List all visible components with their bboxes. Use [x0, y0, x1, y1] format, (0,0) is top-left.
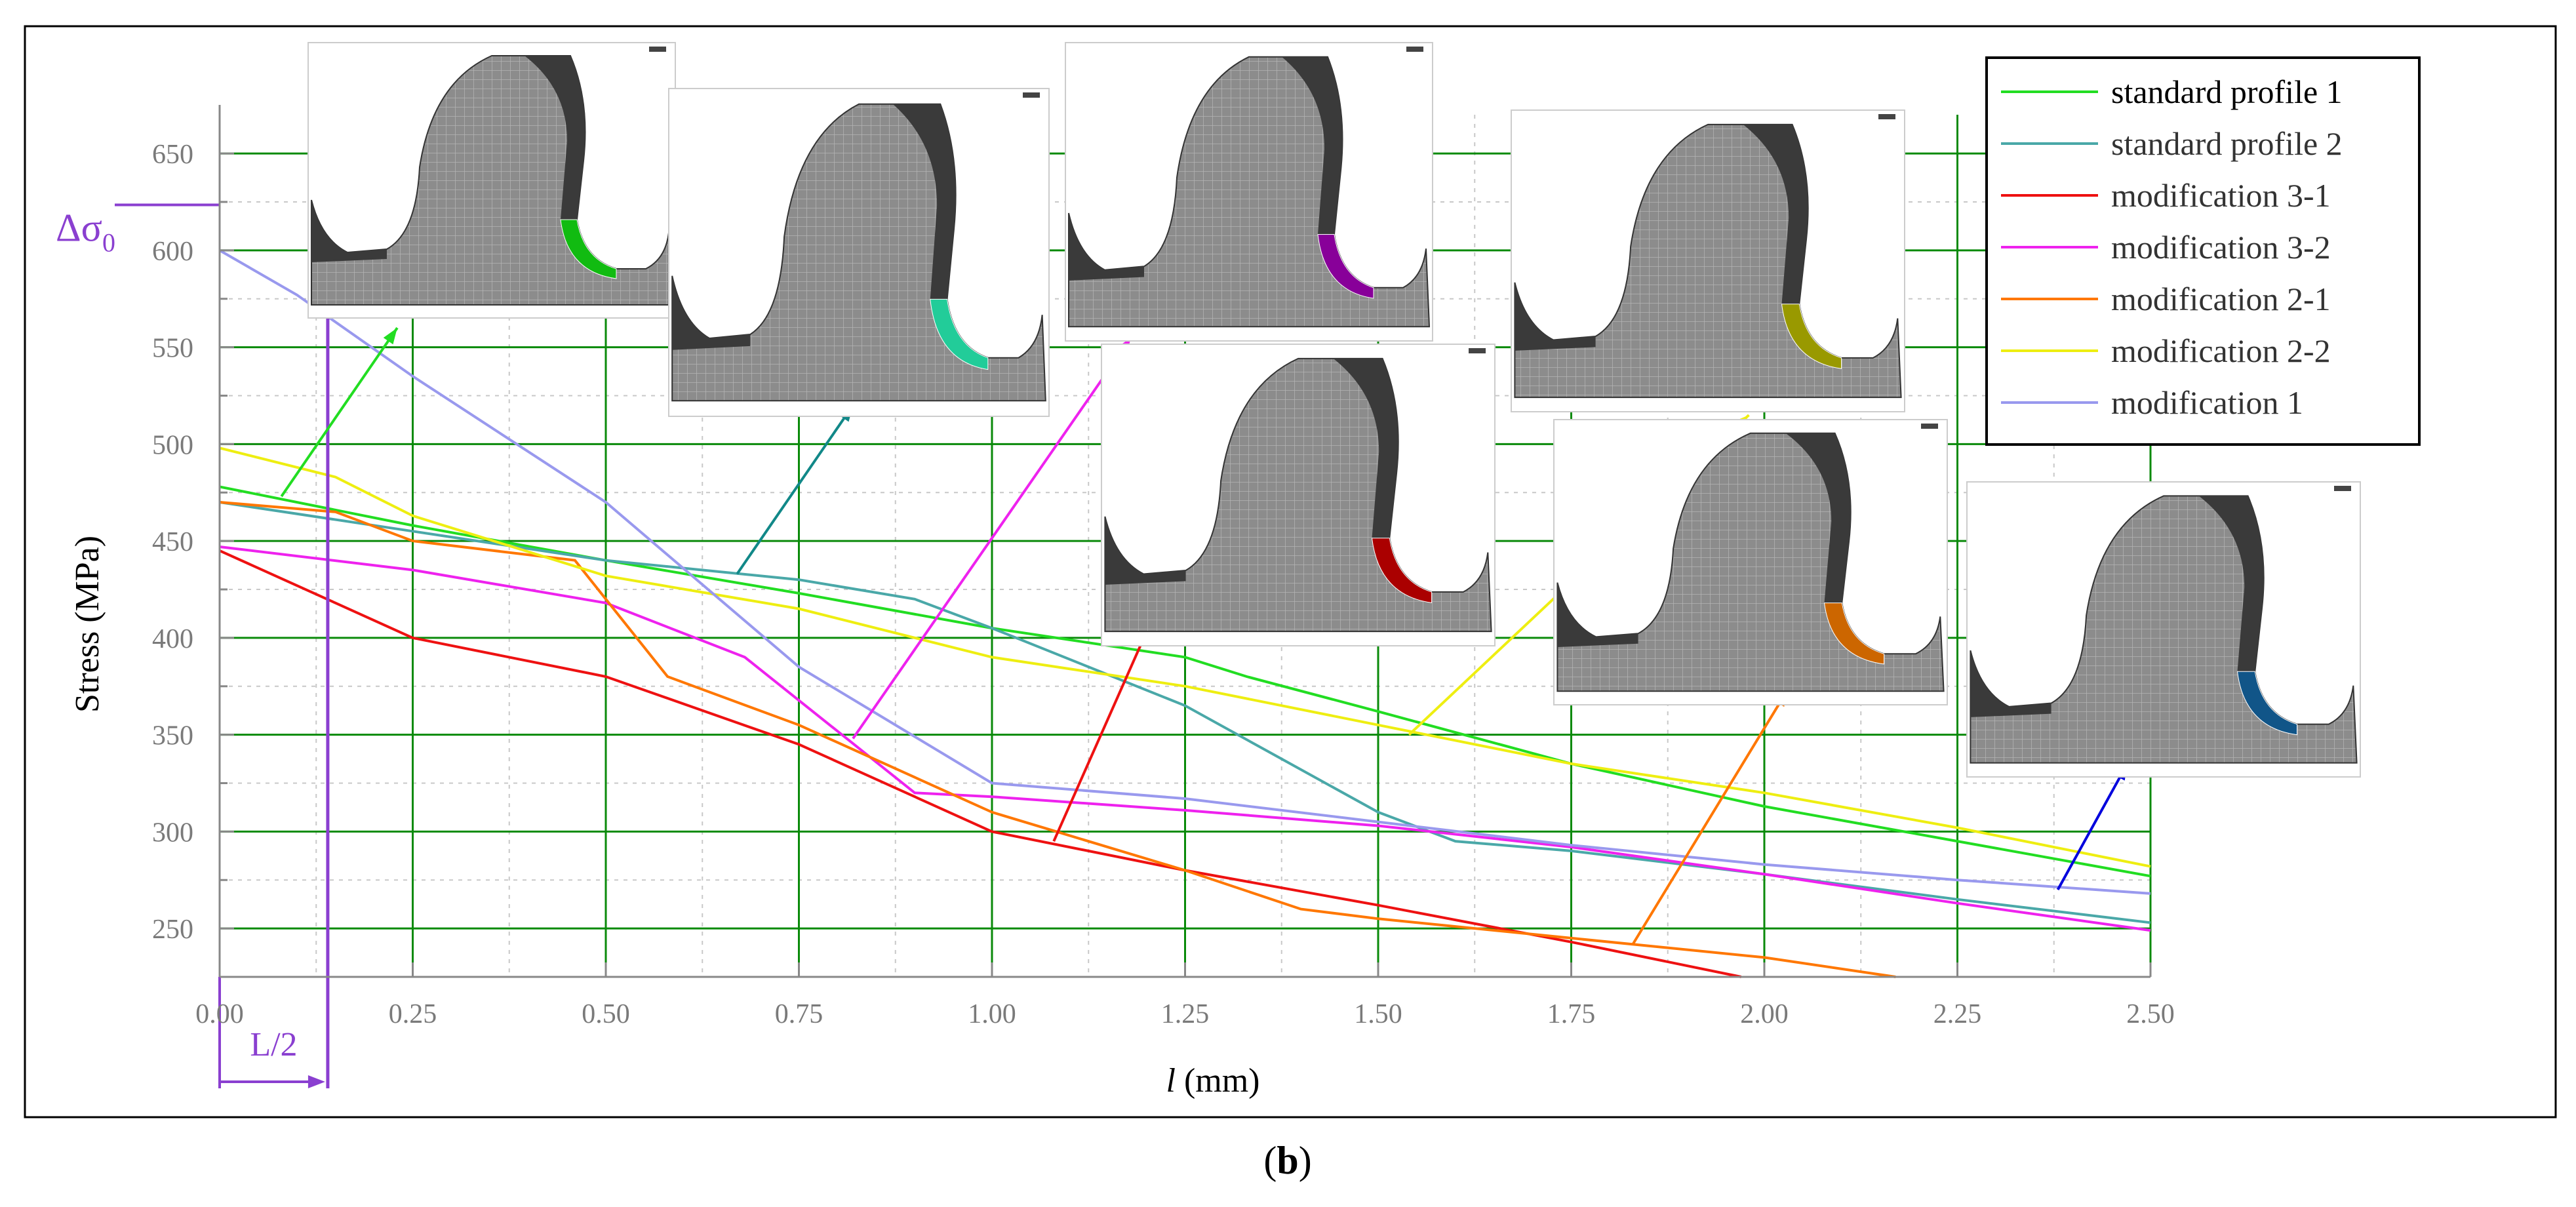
y-tick-label: 650 [152, 140, 193, 170]
tooth-root [311, 200, 387, 262]
tooth-flank [892, 104, 956, 300]
fillet-highlight [930, 298, 989, 370]
y-tick-label: 250 [152, 915, 193, 945]
tooth-inset [1065, 42, 1433, 342]
half-length-label: L/2 [250, 1026, 297, 1063]
tooth-flank [1333, 358, 1398, 538]
tooth-inset [1966, 481, 2361, 778]
tooth-inset [1511, 109, 1905, 412]
y-axis-label: Stress (MPa) [69, 536, 106, 713]
x-tick-label: 0.50 [582, 999, 630, 1029]
tooth-flank [2198, 496, 2264, 672]
tooth-root [1105, 516, 1186, 585]
legend-entry: modification 1 [2111, 384, 2303, 421]
tooth-inset [1101, 344, 1496, 646]
fillet-highlight [1371, 538, 1433, 603]
tooth-root [672, 275, 751, 350]
legend-entry: modification 3-1 [2111, 177, 2331, 214]
fillet-highlight [1317, 234, 1374, 299]
x-tick-label: 1.25 [1161, 999, 1210, 1029]
x-tick-label: 2.25 [1933, 999, 1982, 1029]
fillet-highlight [1781, 304, 1842, 369]
inset-logo [1878, 114, 1895, 119]
delta-sigma-subscript: 0 [102, 228, 115, 258]
inset-arrow [1632, 689, 1789, 945]
x-tick-label: 0.00 [195, 999, 244, 1029]
x-axis-label: l (mm) [1166, 1062, 1260, 1099]
inset-arrowhead [383, 328, 397, 345]
x-tick-label: 0.25 [389, 999, 437, 1029]
series-line-modification-1 [219, 249, 2151, 895]
inset-arrow [852, 336, 1132, 740]
inset-logo [1469, 348, 1486, 353]
y-tick-label: 300 [152, 818, 193, 848]
tooth-root [1515, 282, 1596, 351]
tooth-flank [1282, 56, 1343, 235]
y-tick-label: 400 [152, 624, 193, 654]
inset-logo [1023, 92, 1040, 98]
series-line-modification-3-1 [219, 549, 1742, 978]
inset-arrow [2056, 762, 2129, 890]
series-line-modification-2-2 [219, 446, 2151, 868]
inset-arrow [280, 326, 399, 498]
tooth-root [1557, 582, 1638, 647]
inset-logo [2334, 486, 2351, 491]
legend-entry: modification 2-2 [2111, 332, 2331, 369]
x-tick-label: 0.75 [775, 999, 823, 1029]
x-tick-label: 1.00 [968, 999, 1016, 1029]
tooth-flank [1785, 433, 1851, 603]
tooth-inset [668, 88, 1050, 417]
caption: (b) [1263, 1139, 1311, 1182]
tooth-inset [1553, 419, 1948, 705]
half-length-arrowhead [307, 1075, 325, 1088]
fillet-highlight [560, 219, 617, 279]
legend-entry: modification 2-1 [2111, 281, 2331, 317]
tooth-inset [307, 42, 676, 319]
fillet-highlight [2236, 671, 2298, 736]
legend-entry: standard profile 2 [2111, 125, 2343, 162]
inset-logo [649, 47, 666, 52]
tooth-flank [1743, 124, 1808, 304]
inset-logo [1406, 47, 1423, 52]
x-tick-label: 2.50 [2126, 999, 2175, 1029]
y-tick-label: 450 [152, 527, 193, 557]
annotations: Δσ0 L/2 [56, 203, 330, 1088]
series-line-modification-2-1 [219, 501, 1896, 978]
delta-sigma-label: Δσ0 [56, 207, 115, 258]
tooth-root [1069, 213, 1144, 281]
tooth-root [1970, 650, 2051, 717]
y-tick-label: 600 [152, 237, 193, 267]
x-tick-label: 1.75 [1547, 999, 1596, 1029]
y-tick-label: 550 [152, 334, 193, 364]
series-lines [219, 249, 2151, 978]
y-tick-label: 350 [152, 721, 193, 751]
legend-entry: modification 3-2 [2111, 229, 2331, 266]
delta-sigma-symbol: Δσ [56, 207, 102, 250]
inset-arrow [736, 405, 854, 575]
x-tick-label: 1.50 [1354, 999, 1402, 1029]
x-tick-label: 2.00 [1740, 999, 1789, 1029]
inset-logo [1921, 424, 1938, 429]
tooth-flank [525, 56, 585, 220]
tooth-insets [280, 42, 2361, 945]
fillet-highlight [1823, 603, 1885, 665]
legend-entry: standard profile 1 [2111, 73, 2343, 110]
y-tick-label: 500 [152, 430, 193, 460]
series-line-modification-3-2 [219, 545, 2151, 932]
axes: 0.00 0.25 0.50 0.75 1.00 1.25 1.50 1.75 2.00 2.25… [152, 105, 2175, 1029]
legend-box [1985, 56, 2421, 446]
legend: standard profile 1 standard profile 2 modi… [1985, 56, 2421, 446]
